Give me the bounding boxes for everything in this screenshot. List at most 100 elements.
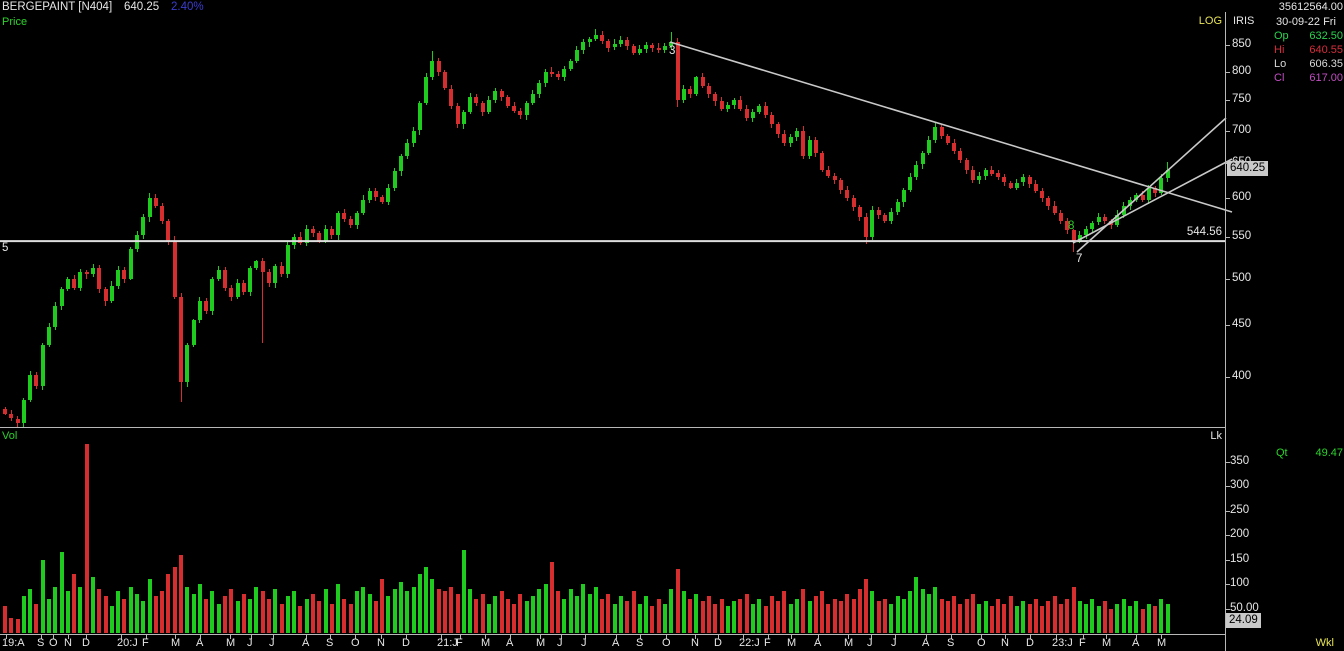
price-tick xyxy=(1225,325,1230,327)
time-axis-tick xyxy=(1005,634,1006,639)
time-axis-label: N xyxy=(1001,637,1009,649)
volume-bar xyxy=(876,601,881,633)
ascending-support-steep[interactable] xyxy=(1076,117,1227,253)
candle-body xyxy=(807,140,812,157)
volume-bar xyxy=(135,593,139,633)
volume-bar xyxy=(355,591,359,633)
volume-bar xyxy=(1065,598,1070,633)
ohlc-label: Hi xyxy=(1274,44,1285,56)
volume-bar xyxy=(486,603,491,633)
volume-bar xyxy=(3,606,7,633)
volume-bar xyxy=(857,588,862,633)
volume-bar xyxy=(179,554,183,633)
volume-bar xyxy=(91,576,95,633)
candle-body xyxy=(530,94,535,104)
candle-body xyxy=(141,217,146,236)
candle-body xyxy=(562,68,567,78)
ascending-support-shallow[interactable] xyxy=(1072,158,1233,244)
volume-bar xyxy=(65,591,70,633)
time-axis-tick xyxy=(460,634,461,639)
volume-bar xyxy=(1046,601,1051,633)
candle-body xyxy=(336,213,341,236)
candle-body xyxy=(65,278,70,290)
volume-bar xyxy=(618,596,623,634)
volume-tick xyxy=(1225,608,1230,610)
volume-bar xyxy=(216,603,221,633)
candle-body xyxy=(40,345,45,386)
time-axis-tick xyxy=(251,634,252,639)
candle-body xyxy=(392,171,397,188)
time-axis-label: M xyxy=(171,637,181,649)
candle-body xyxy=(1021,176,1026,183)
volume-bar xyxy=(493,596,498,634)
volume-bar xyxy=(273,588,278,633)
volume-bar xyxy=(700,601,705,633)
time-axis-tick xyxy=(6,634,7,639)
periodicity-label[interactable]: Wkl xyxy=(1315,637,1334,649)
volume-bar xyxy=(298,606,303,633)
volume-bar xyxy=(442,591,447,633)
volume-bar xyxy=(304,598,309,633)
candle-body xyxy=(9,413,14,419)
descending-resistance-from-3[interactable] xyxy=(669,41,1233,213)
time-axis-tick xyxy=(540,634,541,639)
candle-body xyxy=(172,240,177,297)
volume-bar xyxy=(1146,603,1151,633)
log-scale-label[interactable]: LOG xyxy=(1198,15,1222,27)
candle-body xyxy=(813,140,818,154)
volume-bar xyxy=(248,598,253,633)
volume-bar xyxy=(405,591,410,633)
candle-body xyxy=(556,74,561,78)
volume-bar xyxy=(474,598,479,633)
time-axis-label: 23:J xyxy=(1052,637,1073,649)
volume-bar xyxy=(267,598,271,633)
time-axis-tick xyxy=(441,634,442,639)
volume-bar xyxy=(920,588,925,633)
volume-bar xyxy=(794,598,799,633)
candle-body xyxy=(669,42,674,46)
volume-bar xyxy=(769,596,774,634)
ohlc-label: Op xyxy=(1274,30,1289,42)
ohlc-value: 640.55 xyxy=(1309,44,1343,56)
candle-body xyxy=(851,198,856,208)
candle-body xyxy=(298,236,303,244)
candle-body xyxy=(625,39,630,46)
date-value: 30-09-22 Fri xyxy=(1276,16,1336,28)
candle-body xyxy=(355,213,359,225)
time-axis-tick xyxy=(485,634,486,639)
volume-bar xyxy=(185,586,190,633)
candle-body xyxy=(1077,235,1082,241)
time-axis-tick xyxy=(768,634,769,639)
volume-bar xyxy=(21,596,26,634)
candle-body xyxy=(1014,182,1019,188)
volume-bar xyxy=(832,598,837,633)
time-axis-tick xyxy=(666,634,667,639)
time-axis-label: 20:J xyxy=(117,637,138,649)
candle-body xyxy=(329,228,334,236)
candle-body xyxy=(216,270,221,279)
volume-bar xyxy=(160,591,165,633)
price-tick-label: 500 xyxy=(1232,271,1252,284)
volume-bar xyxy=(329,603,334,633)
candle-body xyxy=(386,187,391,203)
volume-bar xyxy=(424,566,429,634)
volume-bar xyxy=(1077,601,1082,633)
volume-bar xyxy=(191,593,196,633)
volume-bar xyxy=(1040,606,1044,633)
time-axis-label: S xyxy=(947,637,955,649)
price-tick-label: 800 xyxy=(1232,64,1252,77)
time-axis-tick xyxy=(718,634,719,639)
ohlc-label: Cl xyxy=(1274,72,1285,84)
time-axis-tick xyxy=(86,634,87,639)
candle-body xyxy=(700,77,705,86)
time-axis-tick xyxy=(41,634,42,639)
volume-bar xyxy=(373,601,378,633)
candle-body xyxy=(845,189,850,199)
time-axis-tick xyxy=(951,634,952,639)
candle-body xyxy=(1146,187,1151,200)
candle-body xyxy=(15,418,20,424)
time-axis-label: F xyxy=(142,637,149,649)
